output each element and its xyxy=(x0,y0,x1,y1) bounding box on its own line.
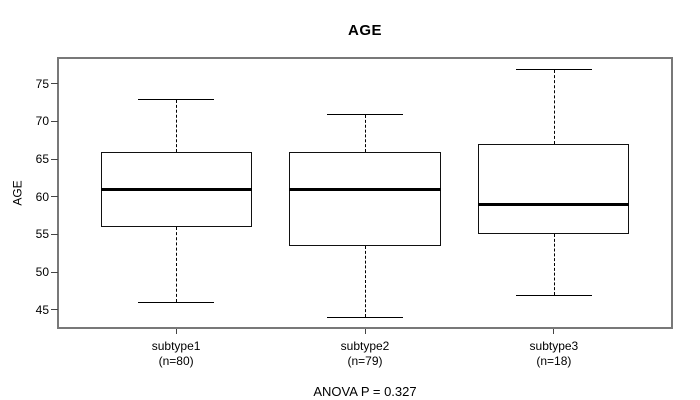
x-category-label: subtype1 xyxy=(151,339,201,353)
y-axis-tick-label: 50 xyxy=(35,265,49,280)
whisker-cap-lower xyxy=(327,317,403,319)
whisker-cap-lower xyxy=(516,294,592,296)
x-axis-tick xyxy=(553,329,555,334)
y-axis-tick-label: 60 xyxy=(35,189,49,204)
x-category-label: subtype2 xyxy=(340,339,390,353)
y-axis-tick-label: 65 xyxy=(35,152,49,167)
x-category-sublabel: (n=18) xyxy=(536,354,572,368)
x-axis-tick xyxy=(175,329,177,334)
median-line xyxy=(478,202,630,206)
whisker-lower xyxy=(553,234,555,295)
iqr-box xyxy=(478,144,630,235)
x-category-sublabel: (n=80) xyxy=(158,354,194,368)
whisker-upper xyxy=(176,99,178,152)
whisker-lower xyxy=(365,245,366,318)
whisker-cap-upper xyxy=(516,68,592,70)
median-line xyxy=(289,187,441,191)
median-line xyxy=(100,187,252,191)
x-category-sublabel: (n=79) xyxy=(347,354,383,368)
x-axis-tick xyxy=(364,329,366,334)
y-axis-tick-label: 45 xyxy=(35,302,49,317)
chart-title: AGE xyxy=(347,22,382,39)
iqr-box xyxy=(289,151,441,246)
whisker-upper xyxy=(553,69,555,145)
y-axis-tick xyxy=(51,271,58,273)
y-axis-tick xyxy=(51,83,58,85)
y-axis-tick xyxy=(51,158,58,160)
y-axis-tick-label: 75 xyxy=(35,76,49,91)
whisker-cap-upper xyxy=(327,113,403,115)
anova-annotation: ANOVA P = 0.327 xyxy=(313,384,417,399)
x-category-label: subtype3 xyxy=(529,339,579,353)
y-axis-tick xyxy=(51,233,58,235)
y-axis-tick-label: 70 xyxy=(35,114,49,129)
whisker-cap-lower xyxy=(138,302,214,304)
y-axis-tick xyxy=(51,196,58,198)
whisker-cap-upper xyxy=(138,98,214,100)
whisker-lower xyxy=(176,226,178,303)
y-axis-tick xyxy=(51,309,58,311)
y-axis-tick xyxy=(51,120,58,122)
whisker-upper xyxy=(365,114,366,152)
y-axis-tick-label: 55 xyxy=(35,227,49,242)
